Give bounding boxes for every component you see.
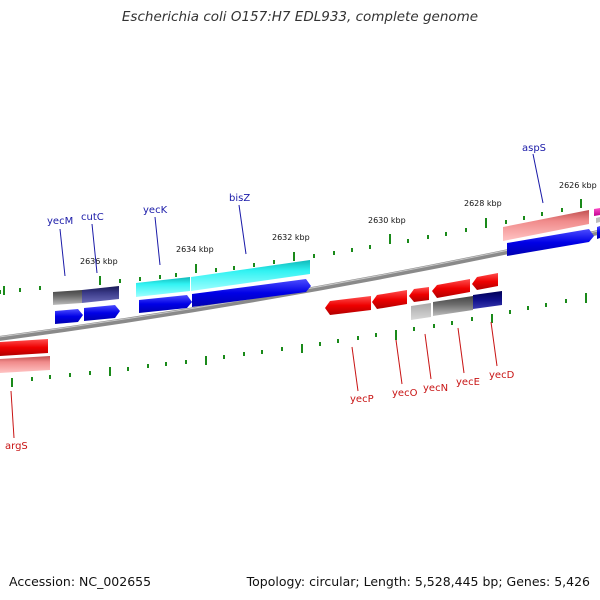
forward-arrow-5 <box>507 229 594 256</box>
reverse-box-argS <box>0 356 50 373</box>
edge-feature-gray <box>596 217 600 223</box>
map-title: Escherichia coli O157:H7 EDL933, complet… <box>121 9 479 25</box>
gene-label-cutC: cutC <box>81 212 104 223</box>
gene-label-yecP: yecP <box>350 394 374 405</box>
upper-major-ticks <box>3 199 582 295</box>
reverse-arrow-yecP <box>325 296 371 315</box>
reverse-inner-features <box>0 273 498 356</box>
forward-outer-features <box>53 208 600 305</box>
forward-arrow-1 <box>55 309 83 324</box>
accession-text: Accession: NC_002655 <box>9 574 152 589</box>
gene-bisZ-box <box>191 260 310 291</box>
gene-label-yecN: yecN <box>423 383 448 394</box>
reverse-box-gray-dark <box>433 296 473 316</box>
lower-major-ticks <box>11 293 587 387</box>
gene-label-yecK: yecK <box>143 205 168 216</box>
edge-feature-magenta <box>594 208 600 216</box>
reverse-arrow-argS <box>0 339 48 356</box>
genome-summary-text: Topology: circular; Length: 5,528,445 bp… <box>246 574 590 589</box>
gene-label-bisZ: bisZ <box>229 193 250 204</box>
kbp-label-2628: 2628 kbp <box>464 199 502 208</box>
reverse-arrow-yecO <box>372 290 407 309</box>
kbp-label-2636: 2636 kbp <box>80 257 118 266</box>
gene-label-aspS: aspS <box>522 143 546 154</box>
upper-tick-row <box>0 208 563 294</box>
gene-yecM-box <box>53 290 82 305</box>
gene-label-yecM: yecM <box>47 216 73 227</box>
forward-arrow-2 <box>84 305 120 321</box>
forward-arrow-4 <box>192 279 311 307</box>
forward-arrow-3 <box>139 295 192 313</box>
reverse-outer-features <box>0 291 502 373</box>
forward-inner-arrows <box>55 226 600 324</box>
reverse-arrow-yecN <box>409 287 429 302</box>
forward-leader-lines <box>59 153 544 277</box>
kbp-label-2632: 2632 kbp <box>272 233 310 242</box>
reverse-box-gray-light <box>411 303 431 320</box>
reverse-leader-lines <box>10 321 498 439</box>
kbp-label-2634: 2634 kbp <box>176 245 214 254</box>
gene-cutC-box <box>82 286 119 303</box>
forward-gene-labels: aspS bisZ yecK cutC yecM <box>47 143 546 227</box>
reverse-arrow-yecE <box>432 279 470 298</box>
gene-label-yecE: yecE <box>456 377 480 388</box>
reverse-box-navy <box>473 291 502 309</box>
gene-label-yecO: yecO <box>392 388 418 399</box>
reverse-arrow-yecD <box>472 273 498 290</box>
gene-yecK-box <box>136 277 190 297</box>
gene-label-argS: argS <box>5 441 28 452</box>
kbp-label-2630: 2630 kbp <box>368 216 406 225</box>
gene-label-yecD: yecD <box>489 370 515 381</box>
kbp-label-2626: 2626 kbp <box>559 181 597 190</box>
lower-tick-row <box>31 299 567 381</box>
gene-aspS-box <box>503 210 589 241</box>
forward-arrow-6 <box>597 226 600 239</box>
reverse-gene-labels: yecD yecE yecN yecO yecP argS <box>5 370 515 452</box>
